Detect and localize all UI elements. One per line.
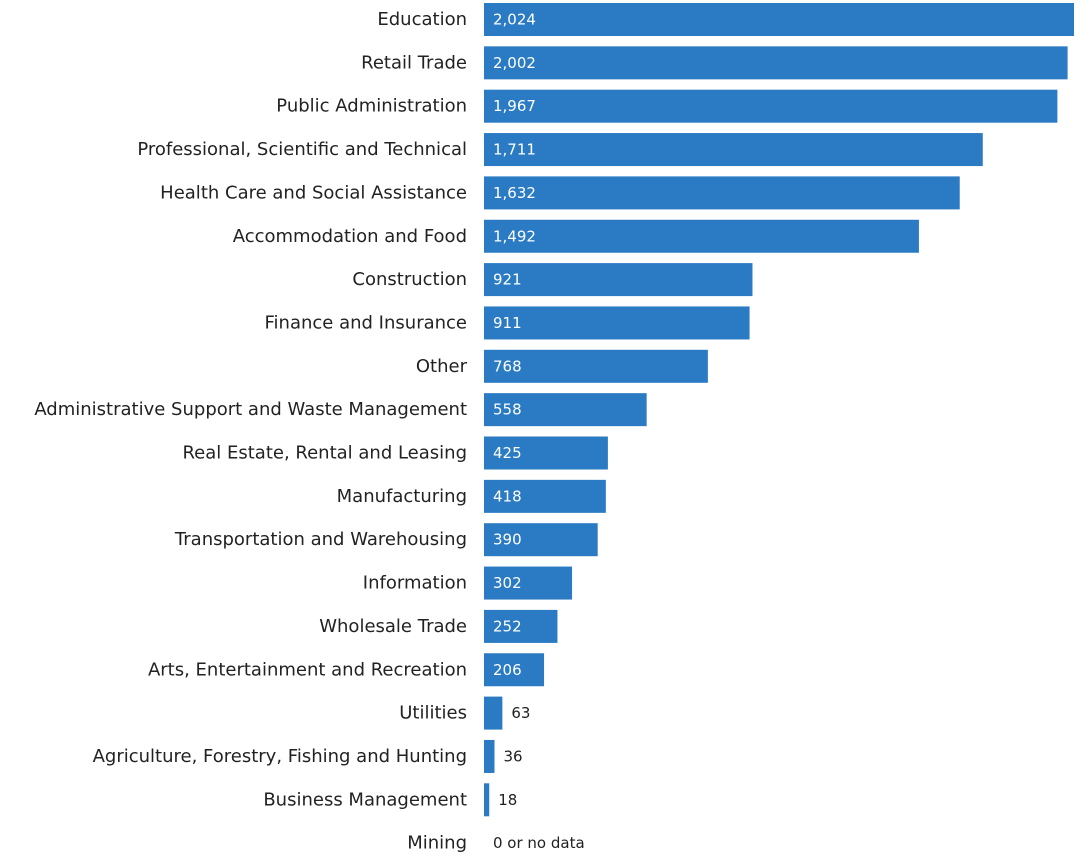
value-label-health-care-and-social-assistance: 1,632 [493, 184, 536, 202]
category-label-information: Information [363, 573, 467, 594]
bar-wholesale-trade [484, 609, 558, 643]
value-label-utilities: 63 [511, 704, 530, 722]
bar-manufacturing [484, 479, 606, 513]
category-label-mining: Mining [407, 833, 467, 854]
value-label-agriculture-forestry-fishing-and-hunting: 36 [503, 747, 522, 765]
value-label-information: 302 [493, 574, 522, 592]
bar-finance-and-insurance [484, 306, 750, 340]
bar-real-estate-rental-and-leasing [484, 436, 608, 470]
bar-professional-scientific-and-technical [484, 133, 983, 167]
value-label-retail-trade: 2,002 [493, 54, 536, 72]
category-label-health-care-and-social-assistance: Health Care and Social Assistance [160, 182, 467, 203]
value-label-transportation-and-warehousing: 390 [493, 531, 522, 549]
category-label-public-administration: Public Administration [276, 96, 467, 117]
category-label-education: Education [377, 9, 467, 30]
category-label-other: Other [416, 356, 468, 377]
value-label-real-estate-rental-and-leasing: 425 [493, 444, 522, 462]
bar-administrative-support-and-waste-management [484, 393, 647, 427]
value-label-accommodation-and-food: 1,492 [493, 227, 536, 245]
category-label-retail-trade: Retail Trade [361, 52, 467, 73]
value-label-administrative-support-and-waste-management: 558 [493, 401, 522, 419]
category-label-construction: Construction [352, 269, 467, 290]
value-label-public-administration: 1,967 [493, 97, 536, 115]
value-label-arts-entertainment-and-recreation: 206 [493, 661, 522, 679]
bars-layer [484, 3, 1074, 817]
category-labels-layer: Education Retail Trade Public Administrati… [34, 9, 467, 854]
category-label-administrative-support-and-waste-management: Administrative Support and Waste Managem… [34, 399, 467, 420]
value-label-wholesale-trade: 252 [493, 617, 522, 635]
bar-education [484, 3, 1074, 36]
bar-health-care-and-social-assistance [484, 176, 960, 210]
bar-utilities [484, 696, 503, 730]
value-label-education: 2,024 [493, 11, 536, 29]
category-label-agriculture-forestry-fishing-and-hunting: Agriculture, Forestry, Fishing and Hunti… [93, 746, 467, 767]
bar-other [484, 349, 708, 383]
value-label-professional-scientific-and-technical: 1,711 [493, 141, 536, 159]
category-label-arts-entertainment-and-recreation: Arts, Entertainment and Recreation [148, 659, 467, 680]
category-label-business-management: Business Management [263, 789, 467, 810]
bar-business-management [484, 783, 490, 817]
bar-retail-trade [484, 46, 1068, 80]
value-label-business-management: 18 [498, 791, 517, 809]
category-label-professional-scientific-and-technical: Professional, Scientific and Technical [137, 139, 467, 160]
value-label-mining: 0 or no data [493, 834, 585, 852]
value-label-construction: 921 [493, 271, 522, 289]
bar-construction [484, 263, 753, 297]
value-label-manufacturing: 418 [493, 487, 522, 505]
category-label-accommodation-and-food: Accommodation and Food [233, 226, 467, 247]
category-label-real-estate-rental-and-leasing: Real Estate, Rental and Leasing [182, 443, 467, 464]
category-label-wholesale-trade: Wholesale Trade [319, 616, 467, 637]
bar-public-administration [484, 89, 1058, 123]
bar-accommodation-and-food [484, 219, 919, 253]
bar-information [484, 566, 573, 600]
value-label-other: 768 [493, 357, 522, 375]
category-label-transportation-and-warehousing: Transportation and Warehousing [174, 529, 467, 550]
bar-transportation-and-warehousing [484, 523, 598, 557]
category-label-finance-and-insurance: Finance and Insurance [265, 312, 467, 333]
value-labels-layer: 2,024 2,002 1,967 1,711 1,632 1,492 921 911 768 5… [493, 11, 585, 853]
category-label-utilities: Utilities [399, 703, 467, 724]
bar-agriculture-forestry-fishing-and-hunting [484, 739, 495, 773]
value-label-finance-and-insurance: 911 [493, 314, 522, 332]
bar-arts-entertainment-and-recreation [484, 653, 545, 687]
category-label-manufacturing: Manufacturing [337, 486, 467, 507]
